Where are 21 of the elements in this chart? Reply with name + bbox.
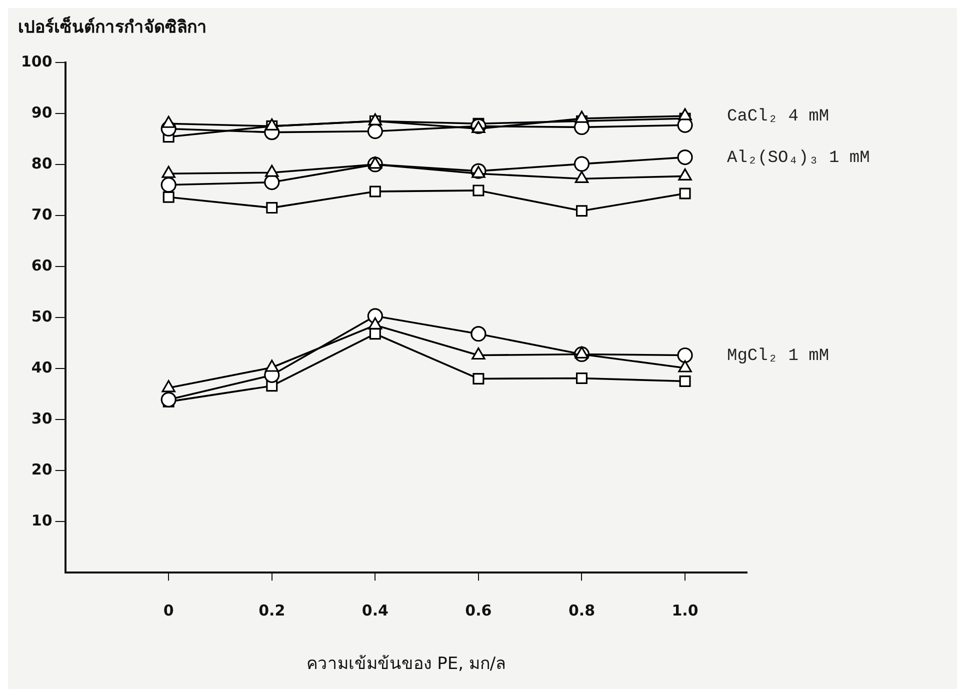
y-tick-label: 50 <box>31 307 52 326</box>
y-tick-label: 40 <box>31 358 52 376</box>
annotation: CaCl₂ 4 mM <box>727 107 830 126</box>
y-tick-label: 60 <box>31 256 52 274</box>
annotation: MgCl₂ 1 mM <box>727 346 830 366</box>
y-tick-label: 10 <box>31 511 52 530</box>
y-tick-label: 90 <box>31 103 52 122</box>
annotation: Al₂(SO₄)₃ 1 mM <box>727 148 870 168</box>
x-tick-label: 1.0 <box>672 601 698 620</box>
y-tick-label: 80 <box>31 154 52 172</box>
x-tick-label: 0 <box>163 601 174 620</box>
y-tick-label: 70 <box>31 205 52 224</box>
x-axis-title: ความเข้มข้นของ PE, มก/ล <box>306 654 506 674</box>
x-tick-label: 0.4 <box>362 601 388 620</box>
y-tick-label: 20 <box>31 460 52 478</box>
y-tick-label: 30 <box>31 409 52 428</box>
x-tick-label: 0.2 <box>258 601 286 620</box>
y-axis-title: เปอร์เซ็นต์การกำจัดซิลิกา <box>18 14 207 38</box>
x-tick-label: 0.8 <box>568 601 596 620</box>
y-tick-label: 100 <box>21 52 52 70</box>
x-tick-label: 0.6 <box>465 601 492 620</box>
